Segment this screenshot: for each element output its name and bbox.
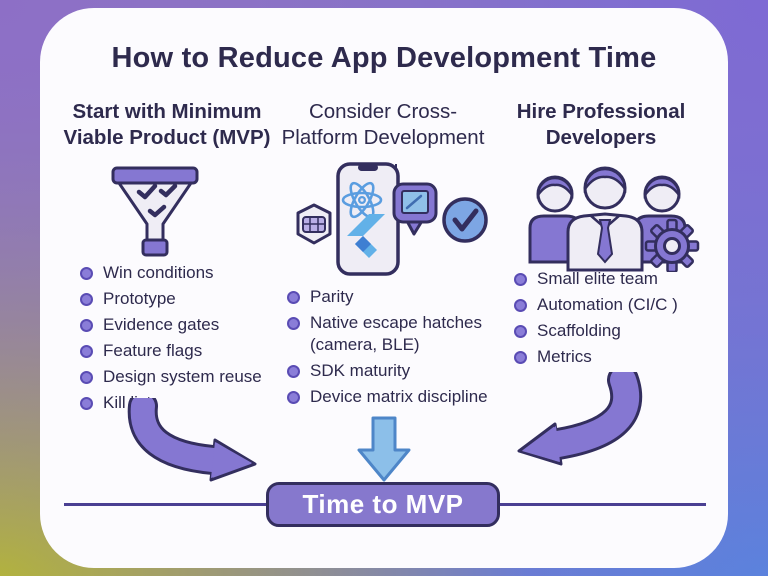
bullet-icon	[80, 397, 93, 410]
list-item-label: Automation (CI/C )	[537, 295, 678, 314]
list-item: Device matrix discipline	[287, 386, 499, 408]
column-heading-developers: Hire Professional Developers	[516, 100, 686, 149]
bullet-icon	[287, 391, 300, 404]
list-item: Design system reuse	[80, 366, 285, 387]
list-item: Scaffolding	[514, 320, 714, 341]
time-to-mvp-banner: Time to MVP	[266, 482, 500, 527]
bullet-icon	[80, 293, 93, 306]
list-item: Metrics	[514, 346, 714, 367]
curved-arrow-left-icon	[127, 398, 257, 482]
list-item: Prototype	[80, 288, 285, 309]
list-item-label: Native escape hatches (camera, BLE)	[310, 313, 482, 354]
bullet-icon	[514, 299, 527, 312]
developers-list: Small elite team Automation (CI/C ) Scaffo…	[514, 268, 714, 372]
list-item: Feature flags	[80, 340, 285, 361]
list-item-label: Evidence gates	[103, 315, 220, 334]
list-item: Small elite team	[514, 268, 714, 289]
page-title: How to Reduce App Development Time	[111, 42, 657, 74]
list-item-label: Feature flags	[103, 341, 203, 360]
list-item-label: SDK maturity	[310, 361, 411, 380]
bullet-icon	[80, 319, 93, 332]
mvp-list: Win conditions Prototype Evidence gates Fea…	[80, 262, 285, 418]
list-item-label: Metrics	[537, 347, 592, 366]
bullet-icon	[514, 273, 527, 286]
list-item-label: Win conditions	[103, 263, 214, 282]
crossplatform-list: Parity Native escape hatches (camera, BLE…	[287, 286, 499, 412]
list-item: Evidence gates	[80, 314, 285, 335]
bullet-icon	[514, 325, 527, 338]
list-item-label: Parity	[310, 287, 354, 306]
bullet-icon	[287, 317, 300, 330]
column-heading-mvp: Start with Minimum Viable Product (MVP)	[63, 100, 271, 149]
bullet-icon	[80, 371, 93, 384]
bullet-icon	[514, 351, 527, 364]
list-item: Parity	[287, 286, 499, 308]
list-item-label: Device matrix discipline	[310, 387, 488, 406]
down-arrow-icon	[357, 416, 411, 482]
edit-bubble-icon	[392, 182, 438, 236]
check-circle-icon	[442, 197, 488, 243]
list-item: Native escape hatches (camera, BLE)	[287, 312, 499, 356]
list-item-label: Scaffolding	[537, 321, 621, 340]
list-item: Win conditions	[80, 262, 285, 283]
phone-react-flutter-icon	[296, 162, 488, 276]
react-logo-icon	[341, 181, 383, 219]
team-with-gear-icon	[528, 166, 700, 272]
list-item-label: Small elite team	[537, 269, 658, 288]
bullet-icon	[80, 267, 93, 280]
bullet-icon	[287, 365, 300, 378]
list-item-label: Prototype	[103, 289, 176, 308]
funnel-checklist-icon	[111, 166, 199, 257]
list-item: Automation (CI/C )	[514, 294, 714, 315]
curved-arrow-right-icon	[517, 372, 643, 466]
list-item: SDK maturity	[287, 360, 499, 382]
list-item-label: Design system reuse	[103, 367, 262, 386]
flutter-logo-icon	[347, 214, 385, 258]
banner-label: Time to MVP	[302, 489, 464, 519]
bullet-icon	[80, 345, 93, 358]
person-center-icon	[566, 166, 644, 272]
bullet-icon	[287, 291, 300, 304]
column-heading-crossplatform: Consider Cross-Platform Development	[281, 100, 485, 149]
gear-icon	[644, 218, 700, 272]
